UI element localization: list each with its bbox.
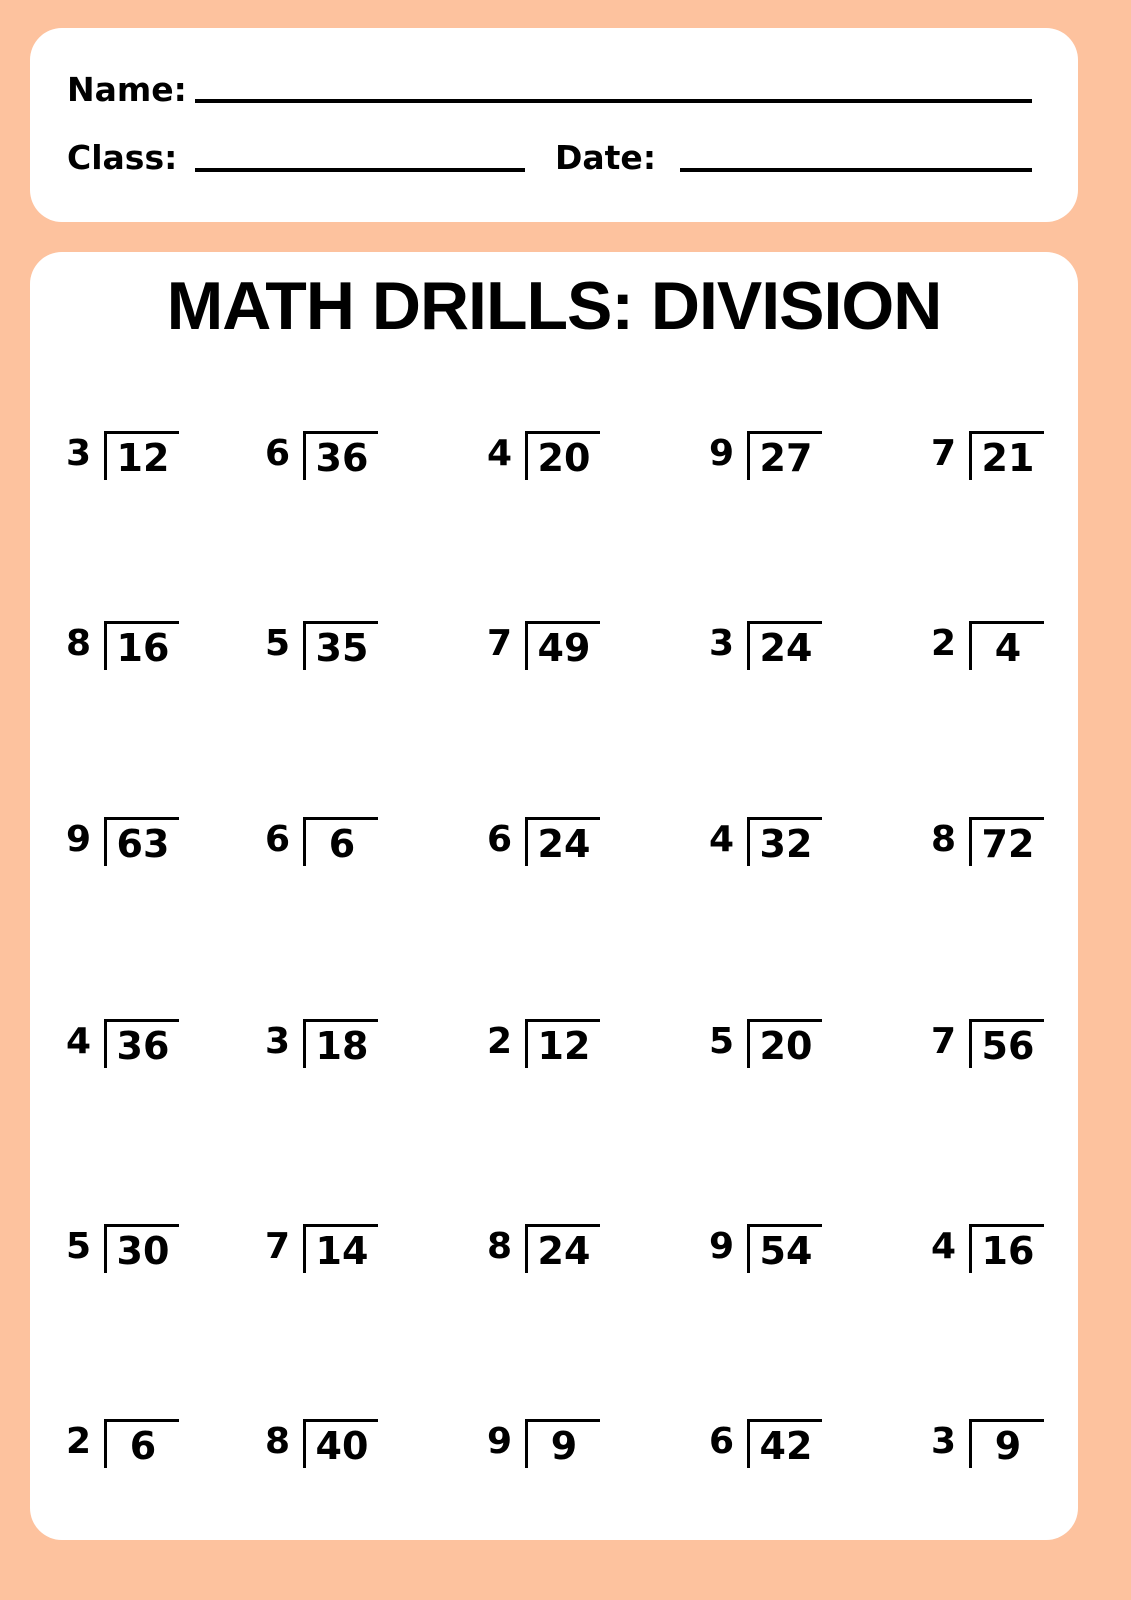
division-problem: 4 16 xyxy=(931,1224,1044,1273)
dividend: 12 xyxy=(104,431,179,480)
divisor: 5 xyxy=(265,623,291,664)
division-problem: 9 63 xyxy=(66,817,179,866)
name-field[interactable] xyxy=(195,99,1032,103)
division-problem: 8 16 xyxy=(66,621,179,670)
dividend: 9 xyxy=(525,1419,600,1468)
dividend: 40 xyxy=(303,1419,378,1468)
division-problem: 8 72 xyxy=(931,817,1044,866)
dividend: 27 xyxy=(747,431,822,480)
division-problem: 3 18 xyxy=(265,1019,378,1068)
student-info-card: Name: Class: Date: xyxy=(30,28,1078,222)
dividend: 9 xyxy=(969,1419,1044,1468)
divisor: 5 xyxy=(66,1226,92,1267)
division-problem: 2 12 xyxy=(487,1019,600,1068)
worksheet-card: MATH DRILLS: DIVISION 3 12 6 36 4 20 9 27 7 21 8 16… xyxy=(30,252,1078,1540)
dividend: 20 xyxy=(525,431,600,480)
dividend: 36 xyxy=(104,1019,179,1068)
divisor: 6 xyxy=(487,819,513,860)
class-field[interactable] xyxy=(195,168,525,172)
dividend: 35 xyxy=(303,621,378,670)
divisor: 2 xyxy=(487,1021,513,1062)
dividend: 12 xyxy=(525,1019,600,1068)
dividend: 49 xyxy=(525,621,600,670)
dividend: 14 xyxy=(303,1224,378,1273)
divisor: 9 xyxy=(709,1226,735,1267)
divisor: 4 xyxy=(487,433,513,474)
divisor: 8 xyxy=(265,1421,291,1462)
division-problem: 5 30 xyxy=(66,1224,179,1273)
divisor: 9 xyxy=(487,1421,513,1462)
dividend: 42 xyxy=(747,1419,822,1468)
division-problem: 4 20 xyxy=(487,431,600,480)
divisor: 8 xyxy=(487,1226,513,1267)
division-problem: 7 14 xyxy=(265,1224,378,1273)
dividend: 24 xyxy=(525,1224,600,1273)
dividend: 18 xyxy=(303,1019,378,1068)
divisor: 8 xyxy=(66,623,92,664)
division-problem: 3 12 xyxy=(66,431,179,480)
divisor: 3 xyxy=(931,1421,957,1462)
divisor: 9 xyxy=(66,819,92,860)
division-problem: 9 54 xyxy=(709,1224,822,1273)
dividend: 6 xyxy=(303,817,378,866)
dividend: 54 xyxy=(747,1224,822,1273)
divisor: 4 xyxy=(709,819,735,860)
dividend: 21 xyxy=(969,431,1044,480)
divisor: 6 xyxy=(709,1421,735,1462)
divisor: 8 xyxy=(931,819,957,860)
division-problem: 8 24 xyxy=(487,1224,600,1273)
division-problem: 7 56 xyxy=(931,1019,1044,1068)
divisor: 7 xyxy=(931,433,957,474)
divisor: 9 xyxy=(709,433,735,474)
division-problem: 3 24 xyxy=(709,621,822,670)
dividend: 24 xyxy=(525,817,600,866)
dividend: 16 xyxy=(104,621,179,670)
dividend: 4 xyxy=(969,621,1044,670)
division-problem: 6 36 xyxy=(265,431,378,480)
divisor: 7 xyxy=(487,623,513,664)
division-problem: 8 40 xyxy=(265,1419,378,1468)
date-label: Date: xyxy=(555,138,657,177)
divisor: 2 xyxy=(66,1421,92,1462)
dividend: 36 xyxy=(303,431,378,480)
division-problem: 7 21 xyxy=(931,431,1044,480)
date-field[interactable] xyxy=(680,168,1032,172)
name-label: Name: xyxy=(67,70,187,109)
divisor: 5 xyxy=(709,1021,735,1062)
dividend: 16 xyxy=(969,1224,1044,1273)
division-problem: 7 49 xyxy=(487,621,600,670)
class-label: Class: xyxy=(67,138,178,177)
division-problem: 4 32 xyxy=(709,817,822,866)
divisor: 4 xyxy=(66,1021,92,1062)
divisor: 3 xyxy=(265,1021,291,1062)
divisor: 7 xyxy=(931,1021,957,1062)
divisor: 7 xyxy=(265,1226,291,1267)
divisor: 4 xyxy=(931,1226,957,1267)
division-problem: 4 36 xyxy=(66,1019,179,1068)
divisor: 6 xyxy=(265,433,291,474)
division-problem: 6 42 xyxy=(709,1419,822,1468)
divisor: 6 xyxy=(265,819,291,860)
dividend: 32 xyxy=(747,817,822,866)
page-title: MATH DRILLS: DIVISION xyxy=(166,268,943,344)
dividend: 6 xyxy=(104,1419,179,1468)
divisor: 3 xyxy=(66,433,92,474)
divisor: 2 xyxy=(931,623,957,664)
divisor: 3 xyxy=(709,623,735,664)
division-problem: 5 35 xyxy=(265,621,378,670)
dividend: 30 xyxy=(104,1224,179,1273)
dividend: 56 xyxy=(969,1019,1044,1068)
dividend: 63 xyxy=(104,817,179,866)
division-problem: 6 24 xyxy=(487,817,600,866)
dividend: 24 xyxy=(747,621,822,670)
dividend: 72 xyxy=(969,817,1044,866)
division-problem: 9 27 xyxy=(709,431,822,480)
division-problem: 5 20 xyxy=(709,1019,822,1068)
dividend: 20 xyxy=(747,1019,822,1068)
